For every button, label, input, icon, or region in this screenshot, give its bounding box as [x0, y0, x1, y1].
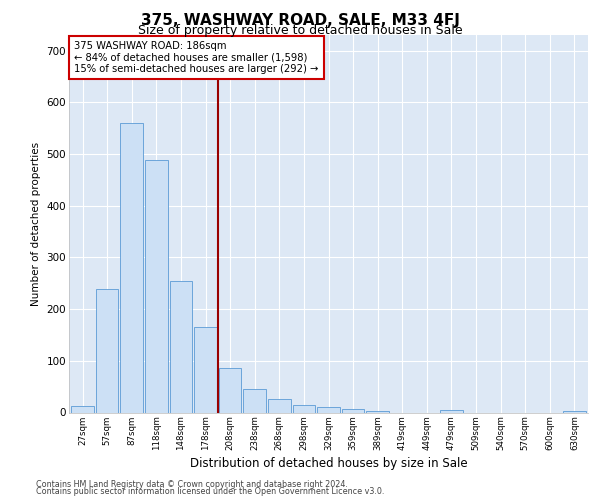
Bar [268, 398, 290, 412]
Bar [563, 411, 586, 412]
Text: 375, WASHWAY ROAD, SALE, M33 4FJ: 375, WASHWAY ROAD, SALE, M33 4FJ [140, 12, 460, 28]
Bar [145, 160, 167, 412]
Bar [121, 123, 143, 412]
Bar [194, 327, 217, 412]
Text: Contains public sector information licensed under the Open Government Licence v3: Contains public sector information licen… [36, 487, 385, 496]
Bar [293, 404, 315, 412]
Bar [244, 388, 266, 412]
Text: Contains HM Land Registry data © Crown copyright and database right 2024.: Contains HM Land Registry data © Crown c… [36, 480, 348, 489]
Bar [71, 406, 94, 412]
X-axis label: Distribution of detached houses by size in Sale: Distribution of detached houses by size … [190, 457, 467, 470]
Bar [317, 408, 340, 412]
Text: 375 WASHWAY ROAD: 186sqm
← 84% of detached houses are smaller (1,598)
15% of sem: 375 WASHWAY ROAD: 186sqm ← 84% of detach… [74, 40, 319, 74]
Bar [367, 411, 389, 412]
Bar [219, 368, 241, 412]
Bar [170, 280, 192, 412]
Y-axis label: Number of detached properties: Number of detached properties [31, 142, 41, 306]
Bar [342, 409, 364, 412]
Bar [96, 290, 118, 412]
Text: Size of property relative to detached houses in Sale: Size of property relative to detached ho… [137, 24, 463, 37]
Bar [440, 410, 463, 412]
